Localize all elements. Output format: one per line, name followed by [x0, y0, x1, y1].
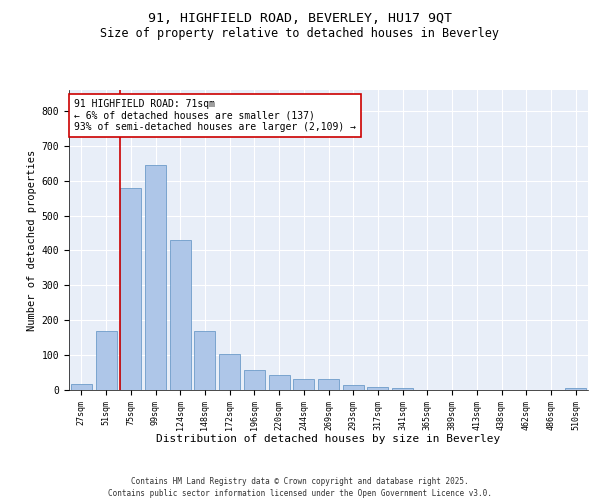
Text: 91, HIGHFIELD ROAD, BEVERLEY, HU17 9QT: 91, HIGHFIELD ROAD, BEVERLEY, HU17 9QT — [148, 12, 452, 26]
Bar — [95, 332, 116, 390]
Bar — [71, 384, 92, 390]
Text: Contains HM Land Registry data © Crown copyright and database right 2025.
Contai: Contains HM Land Registry data © Crown c… — [108, 476, 492, 498]
Bar — [293, 379, 314, 390]
X-axis label: Distribution of detached houses by size in Beverley: Distribution of detached houses by size … — [157, 434, 500, 444]
Bar — [145, 165, 166, 390]
Y-axis label: Number of detached properties: Number of detached properties — [28, 150, 37, 330]
Bar — [565, 388, 586, 390]
Bar — [120, 188, 141, 390]
Bar — [170, 240, 191, 390]
Bar — [244, 370, 265, 390]
Bar — [269, 375, 290, 390]
Bar — [318, 379, 339, 390]
Bar — [392, 388, 413, 390]
Text: 91 HIGHFIELD ROAD: 71sqm
← 6% of detached houses are smaller (137)
93% of semi-d: 91 HIGHFIELD ROAD: 71sqm ← 6% of detache… — [74, 99, 356, 132]
Bar — [194, 330, 215, 390]
Bar — [343, 386, 364, 390]
Text: Size of property relative to detached houses in Beverley: Size of property relative to detached ho… — [101, 28, 499, 40]
Bar — [219, 354, 240, 390]
Bar — [367, 387, 388, 390]
